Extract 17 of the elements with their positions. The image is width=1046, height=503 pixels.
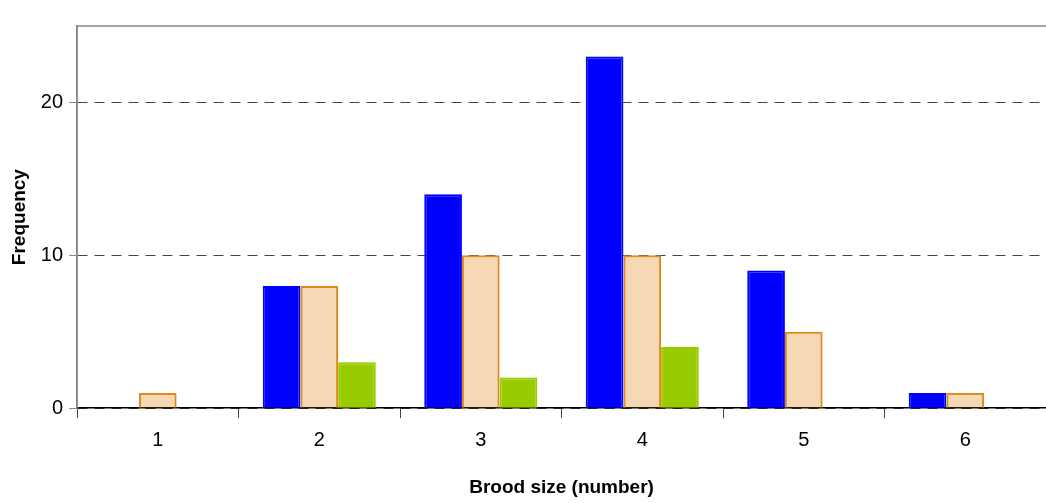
- bar: [623, 255, 662, 408]
- x-tick-label: 4: [636, 427, 648, 450]
- x-tick-label: 2: [313, 427, 325, 450]
- bar: [461, 255, 500, 408]
- y-axis-title: Frequency: [7, 168, 29, 266]
- x-tick-label: 6: [959, 427, 971, 450]
- y-tick-label: 0: [51, 395, 64, 418]
- bar: [784, 331, 823, 408]
- x-tick-label: 5: [798, 427, 810, 450]
- x-axis-title: Brood size (number): [469, 475, 654, 497]
- y-tick-label: 20: [40, 89, 64, 112]
- x-tick-label: 1: [152, 427, 164, 450]
- bar: [300, 285, 339, 408]
- bar: [946, 392, 985, 408]
- x-tick-label: 3: [475, 427, 487, 450]
- bar: [138, 392, 177, 408]
- y-tick-label: 10: [40, 242, 64, 265]
